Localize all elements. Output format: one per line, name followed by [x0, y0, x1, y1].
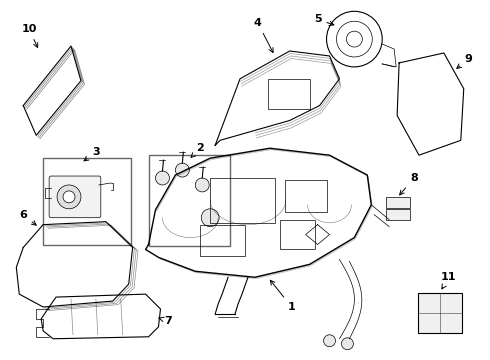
FancyBboxPatch shape: [418, 293, 462, 333]
Text: 6: 6: [19, 210, 36, 225]
Text: 4: 4: [254, 18, 273, 53]
FancyBboxPatch shape: [386, 197, 410, 208]
Bar: [285, 180, 326, 212]
Text: 2: 2: [191, 143, 204, 157]
Text: 8: 8: [400, 173, 418, 195]
Circle shape: [342, 338, 353, 350]
Circle shape: [155, 171, 170, 185]
Text: 10: 10: [22, 24, 38, 48]
Circle shape: [201, 209, 219, 227]
Bar: [268, 79, 310, 109]
Bar: [148, 155, 230, 247]
Bar: [210, 178, 275, 223]
Text: 11: 11: [441, 272, 457, 289]
FancyBboxPatch shape: [386, 209, 410, 220]
Circle shape: [63, 191, 75, 203]
FancyBboxPatch shape: [49, 176, 101, 218]
Text: 9: 9: [457, 54, 473, 68]
Circle shape: [57, 185, 81, 209]
Circle shape: [196, 178, 209, 192]
Bar: [280, 220, 315, 249]
Text: 5: 5: [314, 14, 334, 26]
Bar: [43, 158, 131, 246]
Text: 1: 1: [270, 280, 295, 312]
Text: 3: 3: [84, 147, 99, 161]
Circle shape: [323, 335, 336, 347]
Text: 7: 7: [159, 316, 172, 326]
Circle shape: [175, 163, 189, 177]
Bar: [200, 225, 245, 256]
